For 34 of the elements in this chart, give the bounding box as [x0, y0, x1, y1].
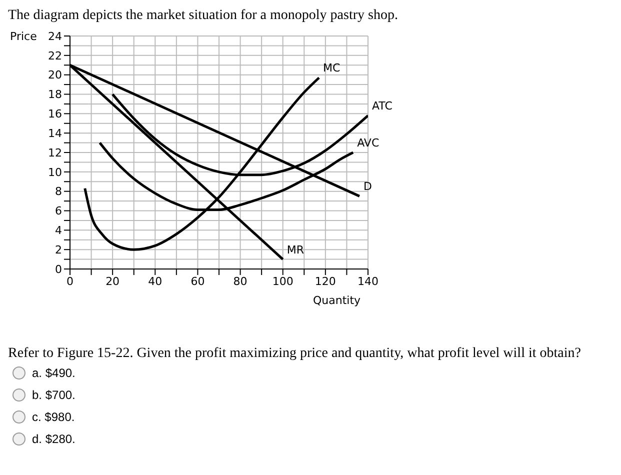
y-tick-label: 12 — [48, 146, 62, 160]
y-tick-label: 24 — [48, 30, 62, 43]
text: Refer to Figure 15-22. Given the profit maximizing price and quantity, what profit level will it obtain? — [8, 346, 582, 362]
x-axis-title: Quantity — [313, 294, 361, 307]
x-tick-label: 0 — [66, 274, 74, 288]
x-tick-label: 20 — [106, 274, 120, 288]
series-label: MR — [286, 243, 304, 256]
y-tick-label: 18 — [48, 88, 62, 102]
x-tick-label: 120 — [314, 274, 336, 288]
y-tick-label: 0 — [55, 262, 62, 276]
x-tick-label: 80 — [233, 274, 248, 288]
text: d. $280. — [32, 432, 76, 446]
y-tick-label: 2 — [55, 243, 62, 256]
y-tick-label: 10 — [48, 166, 62, 179]
x-tick-label: 140 — [358, 274, 378, 288]
y-tick-label: 22 — [48, 49, 62, 62]
text: a. $490. — [32, 366, 76, 380]
text: c. $980. — [32, 410, 75, 424]
series-label: AVC — [357, 136, 380, 150]
y-tick-label: 20 — [48, 68, 62, 82]
chart-title: The diagram depicts the market situation for a monopoly pastry shop. — [8, 8, 399, 24]
y-tick-label: 6 — [55, 204, 62, 218]
series-label: D — [363, 180, 372, 194]
y-tick-label: 16 — [48, 108, 62, 121]
y-tick-label: 8 — [55, 185, 62, 198]
x-tick-label: 60 — [190, 274, 205, 288]
x-tick-label: 40 — [148, 274, 162, 288]
text: b. $700. — [32, 388, 76, 402]
series-label: MC — [323, 62, 341, 75]
y-axis-title: Price — [10, 30, 37, 43]
series-label: ATC — [372, 100, 393, 113]
y-tick-label: 4 — [55, 224, 62, 238]
y-tick-label: 14 — [48, 126, 62, 140]
x-tick-label: 100 — [272, 274, 294, 288]
